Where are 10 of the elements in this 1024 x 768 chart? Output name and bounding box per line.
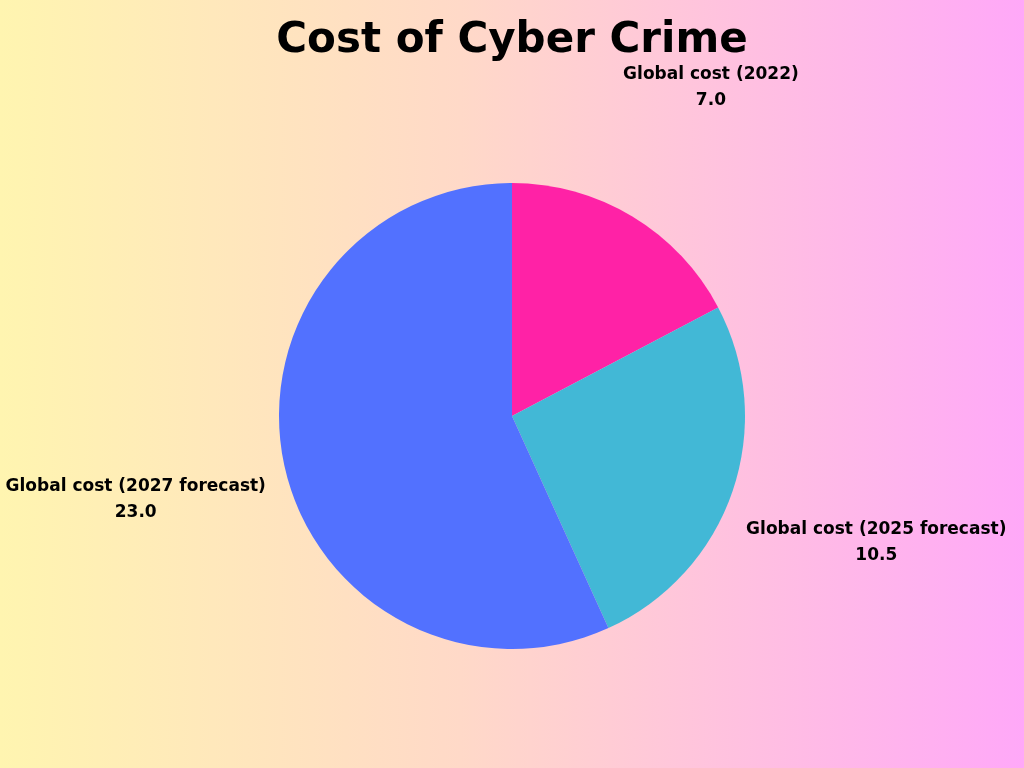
slice-label: Global cost (2025 forecast)	[746, 517, 1007, 538]
slice-label: Global cost (2027 forecast)	[5, 474, 266, 495]
slice-label: Global cost (2022)	[623, 63, 799, 84]
data-label: 10.5	[855, 543, 898, 564]
data-label: 23.0	[114, 500, 157, 521]
chart-title: Cost of Cyber Crime	[276, 13, 748, 63]
data-label: 7.0	[695, 89, 727, 110]
pie-slice	[512, 183, 719, 416]
pie-slice	[512, 307, 745, 629]
pie-slice	[279, 183, 609, 649]
